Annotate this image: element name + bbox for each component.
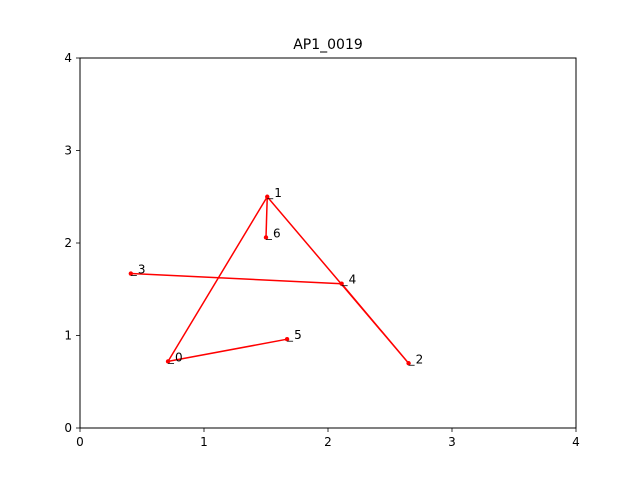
chart-title: AP1_0019 — [293, 37, 363, 53]
y-tick-label-2: 2 — [64, 236, 72, 250]
x-tick-label-2: 2 — [324, 435, 332, 449]
point-label-2: 2 — [416, 352, 424, 366]
data-point-6 — [263, 235, 269, 240]
point-label-1: 1 — [274, 186, 282, 200]
y-tick-label-3: 3 — [64, 144, 72, 158]
data-point-5 — [284, 337, 290, 342]
y-tick-label-4: 4 — [64, 51, 72, 65]
x-tick-label-4: 4 — [572, 435, 580, 449]
point-label-5: 5 — [294, 328, 302, 342]
x-tick-label-0: 0 — [76, 435, 84, 449]
point-label-6: 6 — [273, 226, 281, 240]
x-tick-label-1: 1 — [200, 435, 208, 449]
series-segment-1-6 — [265, 196, 268, 238]
data-point-2 — [406, 361, 411, 366]
x-axis: 0 1 2 3 4 — [76, 428, 580, 449]
data-points: 0 1 2 3 4 5 6 — [128, 186, 424, 366]
data-point-0 — [165, 359, 171, 364]
point-label-3: 3 — [138, 263, 146, 277]
series-segment-5-0 — [167, 338, 288, 363]
y-axis: 0 1 2 3 4 — [64, 51, 80, 435]
y-tick-label-1: 1 — [64, 329, 72, 343]
data-point-3 — [128, 271, 134, 276]
plot-area — [80, 58, 576, 428]
point-label-0: 0 — [175, 350, 183, 364]
y-tick-label-0: 0 — [64, 421, 72, 435]
x-tick-label-3: 3 — [448, 435, 456, 449]
data-point-4 — [339, 281, 344, 286]
data-point-1 — [265, 194, 270, 199]
point-label-4: 4 — [349, 273, 357, 287]
